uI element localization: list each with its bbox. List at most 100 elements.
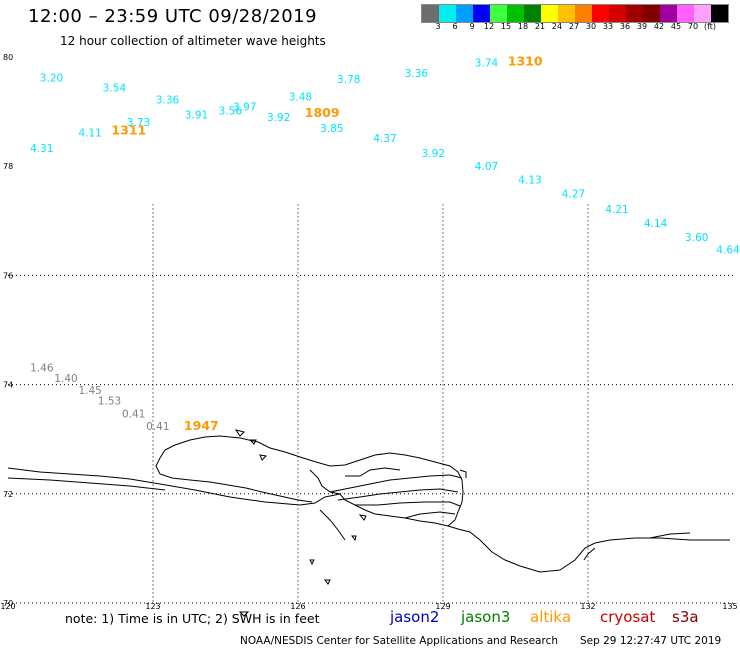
wave-height-value: 4.27 <box>562 188 585 200</box>
footer-timestamp: Sep 29 12:27:47 UTC 2019 <box>580 635 722 647</box>
wave-height-value: 1.53 <box>98 395 121 407</box>
legend-label: 18 <box>517 22 529 31</box>
legend-label: 33 <box>602 22 614 31</box>
wave-height-value: 3.56 <box>219 105 243 117</box>
wave-height-value: 4.13 <box>518 175 541 187</box>
wave-height-value: 4.14 <box>644 218 668 230</box>
wave-height-value: 4.64 <box>716 245 740 257</box>
page-title: 12:00 – 23:59 UTC 09/28/2019 <box>28 6 318 27</box>
legend-label: 3 <box>435 22 441 31</box>
legend-swatch <box>694 5 711 22</box>
wave-height-value: 0.41 <box>122 408 145 420</box>
legend-label: 42 <box>653 22 665 31</box>
page-subtitle: 12 hour collection of altimeter wave hei… <box>60 34 326 48</box>
legend-label: 12 <box>483 22 495 31</box>
legend-label: (ft) <box>703 22 717 31</box>
wave-height-value: 3.54 <box>103 82 127 94</box>
legend-swatch <box>490 5 507 22</box>
wave-height-value: 3.20 <box>40 73 63 85</box>
lat-tick-label: 74 <box>3 381 13 390</box>
wave-height-value: 4.11 <box>78 128 101 140</box>
wave-height-value: 4.37 <box>373 133 396 145</box>
lon-tick-label: 123 <box>145 602 160 611</box>
wave-height-value: 3.78 <box>337 74 360 86</box>
legend-swatch <box>473 5 490 22</box>
satellite-legend-cryosat: cryosat <box>600 608 656 626</box>
legend-swatch <box>575 5 592 22</box>
wave-height-value: 3.92 <box>267 112 290 124</box>
satellite-legend-jason2: jason2 <box>390 608 440 626</box>
legend-swatch <box>677 5 694 22</box>
satellite-legend-altika: altika <box>530 608 572 626</box>
legend-swatch <box>541 5 558 22</box>
pass-time-label: 1809 <box>305 105 340 120</box>
wave-height-value: 4.31 <box>30 143 53 155</box>
wave-height-value: 3.74 <box>475 57 499 69</box>
legend-label: 15 <box>500 22 512 31</box>
legend-label: 39 <box>636 22 648 31</box>
legend-label: 27 <box>568 22 580 31</box>
legend-label: 24 <box>551 22 563 31</box>
lat-lon-grid <box>8 204 733 604</box>
wave-height-value: 3.48 <box>289 92 312 104</box>
legend-label: 6 <box>452 22 458 31</box>
wave-height-value: 3.91 <box>185 110 208 122</box>
wave-height-value: 3.36 <box>156 94 180 106</box>
wave-height-readings: 3.20 3.54 3.36 3.91 3.563.97 3.92 3.48 3.78 3.36… <box>30 57 740 433</box>
pass-time-label: 1311 <box>111 123 146 138</box>
legend-swatch <box>507 5 524 22</box>
wave-height-value: 3.85 <box>320 123 343 135</box>
coastline <box>7 435 730 573</box>
lat-tick-label: 78 <box>3 162 13 171</box>
lat-tick-label: 76 <box>3 271 13 280</box>
wave-height-value: 1.45 <box>78 385 101 397</box>
legend-label: 30 <box>585 22 597 31</box>
legend-swatch <box>711 5 728 22</box>
wave-height-value: 4.07 <box>475 161 498 173</box>
lat-tick-label: 80 <box>3 53 13 62</box>
legend-label: 45 <box>670 22 682 31</box>
wave-height-value: 1.46 <box>30 362 54 374</box>
legend-label: 70 <box>687 22 699 31</box>
legend-swatch <box>609 5 626 22</box>
satellite-legend-jason3: jason3 <box>461 608 511 626</box>
legend-swatch <box>524 5 541 22</box>
legend-swatch <box>439 5 456 22</box>
wave-height-value: 4.21 <box>605 204 628 216</box>
legend-swatch <box>456 5 473 22</box>
wave-height-value: 3.97 <box>233 102 256 114</box>
lat-tick-label: 72 <box>3 490 13 499</box>
wave-height-value: 0.41 <box>146 421 169 433</box>
pass-time-label: 1310 <box>508 54 543 69</box>
legend-swatch <box>660 5 677 22</box>
islands <box>234 429 367 617</box>
wave-height-value: 3.60 <box>685 232 708 244</box>
legend-swatch <box>643 5 660 22</box>
lon-tick-label: 129 <box>435 602 450 611</box>
wave-height-value: 3.92 <box>422 148 445 160</box>
pass-time-label: 1947 <box>184 418 219 433</box>
lat-tick-label: 70 <box>3 599 13 608</box>
wave-height-value: 3.73 <box>127 117 150 129</box>
footer-note: note: 1) Time is in UTC; 2) SWH is in fe… <box>65 611 320 626</box>
satellite-legend-s3a: s3a <box>672 608 699 626</box>
pass-time-labels: 1310 1311 1809 1947 <box>111 54 542 433</box>
wave-height-value: 1.40 <box>54 373 77 385</box>
footer-credit: NOAA/NESDIS Center for Satellite Applica… <box>240 635 558 647</box>
legend-label: 21 <box>534 22 546 31</box>
legend-swatch <box>626 5 643 22</box>
legend-label: 9 <box>469 22 475 31</box>
legend-swatch <box>558 5 575 22</box>
lon-tick-label: 120 <box>0 602 15 611</box>
legend-label: 36 <box>619 22 631 31</box>
legend-swatch <box>422 5 439 22</box>
wave-height-value: 3.36 <box>405 68 429 80</box>
color-legend <box>421 4 729 23</box>
lon-tick-label: 126 <box>290 602 305 611</box>
lon-tick-label: 132 <box>580 602 595 611</box>
lon-tick-label: 135 <box>722 602 737 611</box>
legend-swatch <box>592 5 609 22</box>
